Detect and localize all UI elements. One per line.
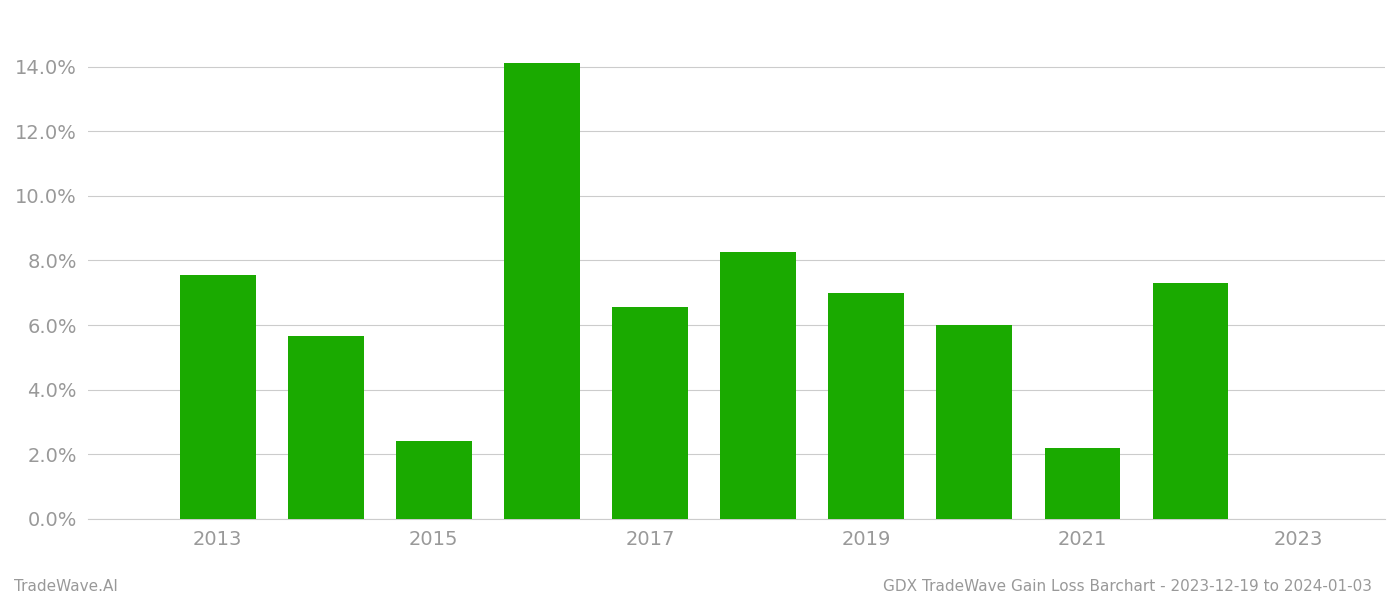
Bar — [1044, 448, 1120, 519]
Bar — [1152, 283, 1228, 519]
Bar — [829, 293, 904, 519]
Bar — [288, 337, 364, 519]
Text: GDX TradeWave Gain Loss Barchart - 2023-12-19 to 2024-01-03: GDX TradeWave Gain Loss Barchart - 2023-… — [883, 579, 1372, 594]
Bar — [504, 64, 580, 519]
Bar — [720, 253, 797, 519]
Bar — [937, 325, 1012, 519]
Bar — [179, 275, 256, 519]
Bar — [396, 442, 472, 519]
Bar — [612, 307, 687, 519]
Text: TradeWave.AI: TradeWave.AI — [14, 579, 118, 594]
